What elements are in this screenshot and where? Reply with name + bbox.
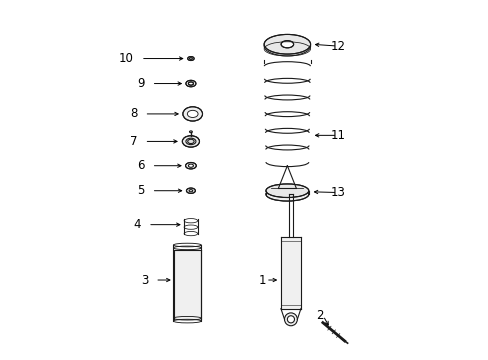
Text: 3: 3 [141, 274, 148, 287]
Ellipse shape [264, 35, 310, 54]
Ellipse shape [265, 184, 308, 198]
Ellipse shape [187, 139, 194, 144]
Text: 7: 7 [130, 135, 137, 148]
Ellipse shape [281, 41, 293, 48]
Ellipse shape [182, 136, 199, 147]
Ellipse shape [189, 58, 192, 59]
Text: 4: 4 [133, 218, 141, 231]
Ellipse shape [185, 162, 196, 169]
Ellipse shape [187, 111, 198, 117]
Text: 11: 11 [329, 129, 345, 142]
Ellipse shape [186, 188, 195, 193]
Ellipse shape [185, 138, 196, 145]
Text: 10: 10 [119, 52, 134, 65]
Ellipse shape [187, 57, 194, 60]
Circle shape [287, 316, 294, 323]
Text: 13: 13 [329, 186, 345, 199]
Ellipse shape [264, 36, 310, 56]
Bar [281, 237, 300, 309]
Text: 1: 1 [258, 274, 266, 287]
Text: 12: 12 [329, 40, 345, 53]
Ellipse shape [265, 188, 308, 201]
Ellipse shape [189, 131, 192, 133]
Text: 9: 9 [137, 77, 144, 90]
Bar [173, 249, 201, 319]
Text: 6: 6 [137, 159, 144, 172]
Ellipse shape [188, 164, 193, 167]
Ellipse shape [185, 80, 196, 87]
Ellipse shape [183, 107, 202, 121]
Ellipse shape [189, 190, 192, 192]
Circle shape [284, 313, 297, 326]
Text: 2: 2 [315, 309, 323, 322]
Text: 8: 8 [130, 107, 137, 120]
Ellipse shape [188, 82, 193, 85]
Text: 5: 5 [137, 184, 144, 197]
